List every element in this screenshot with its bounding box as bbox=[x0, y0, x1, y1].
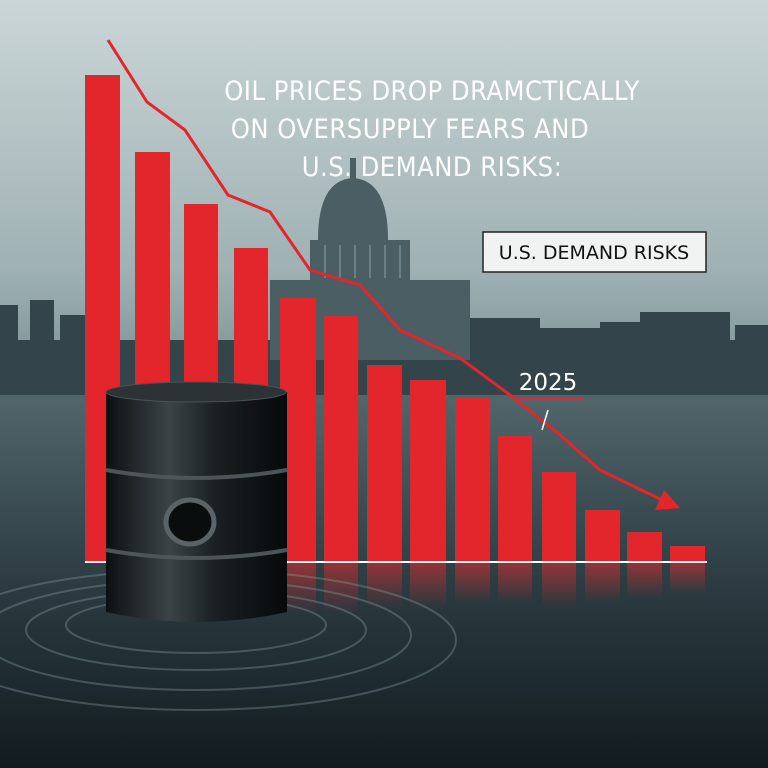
oil-barrel bbox=[105, 381, 288, 622]
trend-arrowhead bbox=[655, 490, 680, 510]
year-pointer bbox=[541, 409, 549, 431]
headline-line: OIL PRICES DROP DRAMCTICALLY bbox=[224, 76, 640, 107]
bar-reflections bbox=[280, 563, 705, 613]
trend-line bbox=[106, 39, 663, 502]
year-label: 2025 bbox=[519, 370, 578, 396]
headline-line: U.S. DEMAND RISKS: bbox=[302, 152, 563, 183]
capitol-columns bbox=[324, 245, 401, 278]
label-box-text: U.S. DEMAND RISKS bbox=[499, 242, 689, 264]
label-box bbox=[482, 231, 707, 273]
headline-line: ON OVERSUPPLY FEARS AND bbox=[231, 114, 589, 145]
